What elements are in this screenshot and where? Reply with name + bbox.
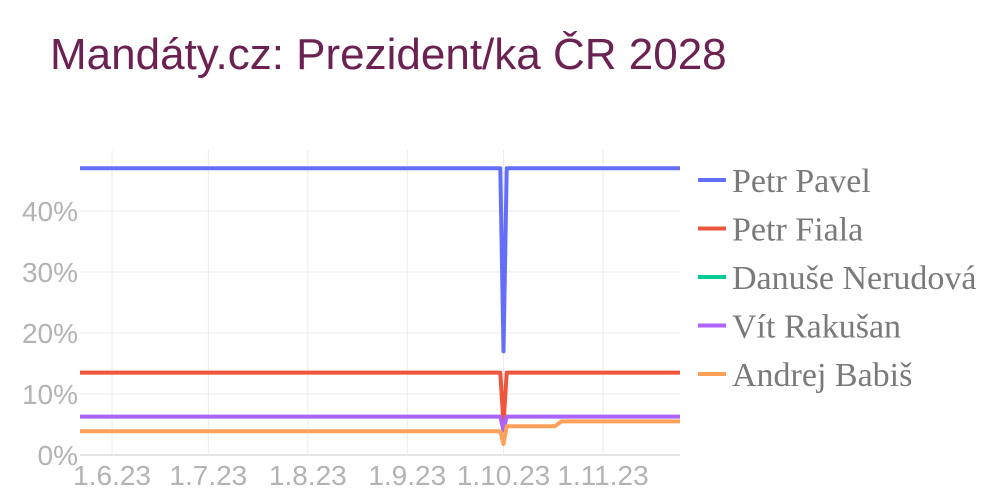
- chart-title: Mandáty.cz: Prezident/ka ČR 2028: [50, 30, 727, 79]
- legend-item-vit-rakusan[interactable]: Vít Rakušan: [698, 309, 901, 346]
- x-tick-label: 1.9.23: [368, 460, 446, 491]
- legend-item-andrej-babis[interactable]: Andrej Babiš: [698, 357, 912, 394]
- x-tick-label: 1.11.23: [557, 460, 648, 491]
- y-tick-label: 30%: [22, 257, 78, 288]
- x-tick-label: 1.6.23: [73, 460, 151, 491]
- y-tick-label: 20%: [22, 318, 78, 349]
- y-axis-ticks: 0% 10% 20% 30% 40%: [22, 196, 78, 471]
- series-line-petr-pavel: [80, 166, 680, 354]
- legend-label: Petr Fiala: [732, 212, 863, 249]
- legend-label: Vít Rakušan: [732, 309, 901, 346]
- legend-label: Danuše Nerudová: [732, 260, 977, 297]
- series-lines: [80, 166, 680, 446]
- legend-item-danuse-nerudova[interactable]: Danuše Nerudová: [698, 260, 977, 297]
- x-axis-ticks: 1.6.23 1.7.23 1.8.23 1.9.23 1.10.23 1.11.23: [73, 460, 649, 491]
- x-tick-label: 1.8.23: [269, 460, 347, 491]
- series-line-vit-rakusan: [80, 414, 680, 433]
- legend-label: Andrej Babiš: [732, 357, 912, 394]
- series-line-andrej-babis: [80, 419, 680, 446]
- legend-label: Petr Pavel: [732, 163, 871, 200]
- grid-lines: [80, 150, 680, 456]
- x-tick-label: 1.7.23: [169, 460, 247, 491]
- y-tick-label: 10%: [22, 379, 78, 410]
- y-tick-label: 40%: [22, 196, 78, 227]
- legend-item-petr-fiala[interactable]: Petr Fiala: [698, 212, 863, 249]
- legend[interactable]: Petr Pavel Petr Fiala Danuše Nerudová Vít R…: [698, 163, 977, 394]
- legend-item-petr-pavel[interactable]: Petr Pavel: [698, 163, 871, 200]
- y-tick-label: 0%: [38, 440, 78, 471]
- x-tick-label: 1.10.23: [457, 460, 550, 491]
